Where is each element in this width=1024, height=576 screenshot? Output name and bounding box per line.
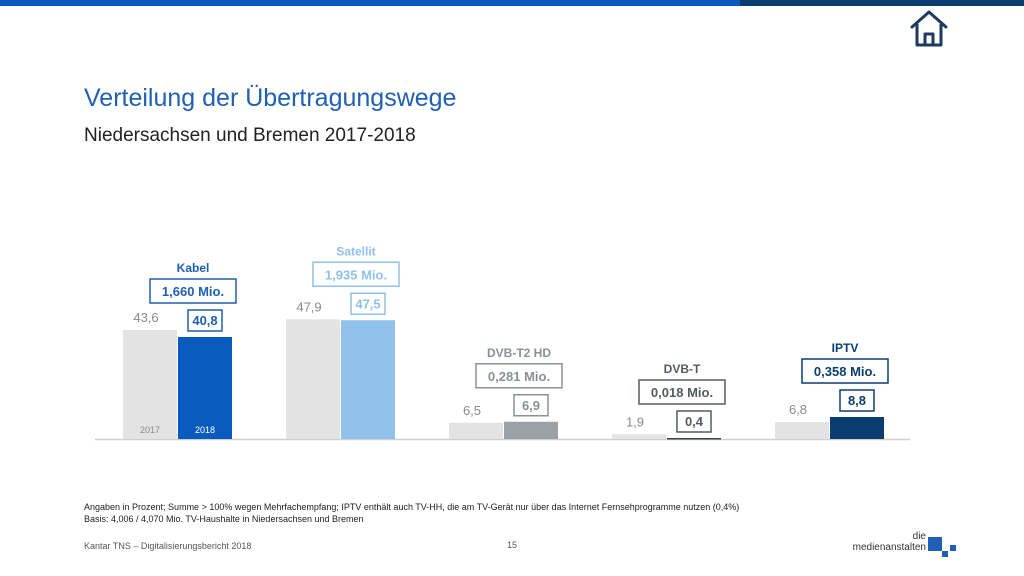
value-label-2018: 0,4: [685, 414, 704, 429]
home-icon[interactable]: [906, 6, 952, 50]
households-box: [149, 278, 237, 304]
top-accent-bar: [0, 0, 740, 6]
footnote: Angaben in Prozent; Summe > 100% wegen M…: [84, 501, 739, 525]
value-box-2018: [513, 394, 549, 417]
value-label-2018: 40,8: [192, 313, 217, 328]
value-label-2017: 6,8: [789, 402, 807, 417]
logo-line-2: medienanstalten: [852, 542, 926, 553]
value-box-2018: [839, 389, 875, 412]
households-label: 0,281 Mio.: [488, 369, 550, 384]
category-label: IPTV: [832, 341, 859, 355]
footer-source: Kantar TNS – Digitalisierungsbericht 201…: [84, 541, 252, 551]
bar-2018: [504, 421, 558, 439]
top-accent-bar-dark: [740, 0, 1024, 6]
category-label: Kabel: [177, 261, 210, 275]
value-label-2017: 47,9: [296, 299, 321, 314]
value-label-2018: 6,9: [522, 398, 540, 413]
value-label-2017: 43,6: [133, 310, 158, 325]
bar-2018: [341, 320, 395, 439]
value-label-2018: 47,5: [355, 296, 380, 311]
value-label-2017: 1,9: [626, 414, 644, 429]
value-box-2018: [350, 292, 386, 315]
bar-2017: [612, 434, 666, 439]
bar-2018: [830, 417, 884, 439]
logo-line-1: die: [912, 531, 926, 542]
series-label-2017: 2017: [140, 425, 160, 435]
page-title: Verteilung der Übertragungswege: [84, 84, 457, 112]
households-label: 0,018 Mio.: [651, 385, 713, 400]
households-label: 1,660 Mio.: [162, 284, 224, 299]
households-label: 0,358 Mio.: [814, 364, 876, 379]
households-box: [801, 358, 889, 384]
value-label-2018: 8,8: [848, 393, 866, 408]
category-label: Satellit: [336, 244, 375, 258]
series-label-2018: 2018: [195, 425, 215, 435]
bar-2018: [667, 438, 721, 440]
category-label: DVB-T: [664, 362, 701, 376]
bar-2017: [449, 422, 503, 439]
households-label: 1,935 Mio.: [325, 267, 387, 282]
households-box: [638, 379, 726, 405]
category-label: DVB-T2 HD: [487, 346, 551, 360]
logo-text: die medienanstalten: [842, 531, 926, 553]
bar-2018: [178, 337, 232, 439]
value-box-2018: [187, 309, 223, 332]
value-box-2018: [676, 410, 712, 433]
logo-mark-icon: [928, 537, 956, 557]
value-label-2017: 6,5: [463, 403, 481, 418]
footnote-line-1: Angaben in Prozent; Summe > 100% wegen M…: [84, 502, 740, 512]
footnote-line-2: Basis: 4,006 / 4,070 Mio. TV-Haushalte i…: [84, 514, 364, 524]
page-number: 15: [507, 540, 518, 550]
households-box: [475, 363, 563, 389]
bar-2017: [286, 319, 340, 439]
bar-2017: [775, 422, 829, 439]
households-box: [312, 261, 400, 287]
page-subtitle: Niedersachsen und Bremen 2017-2018: [84, 125, 416, 146]
bar-2017: [123, 330, 177, 439]
